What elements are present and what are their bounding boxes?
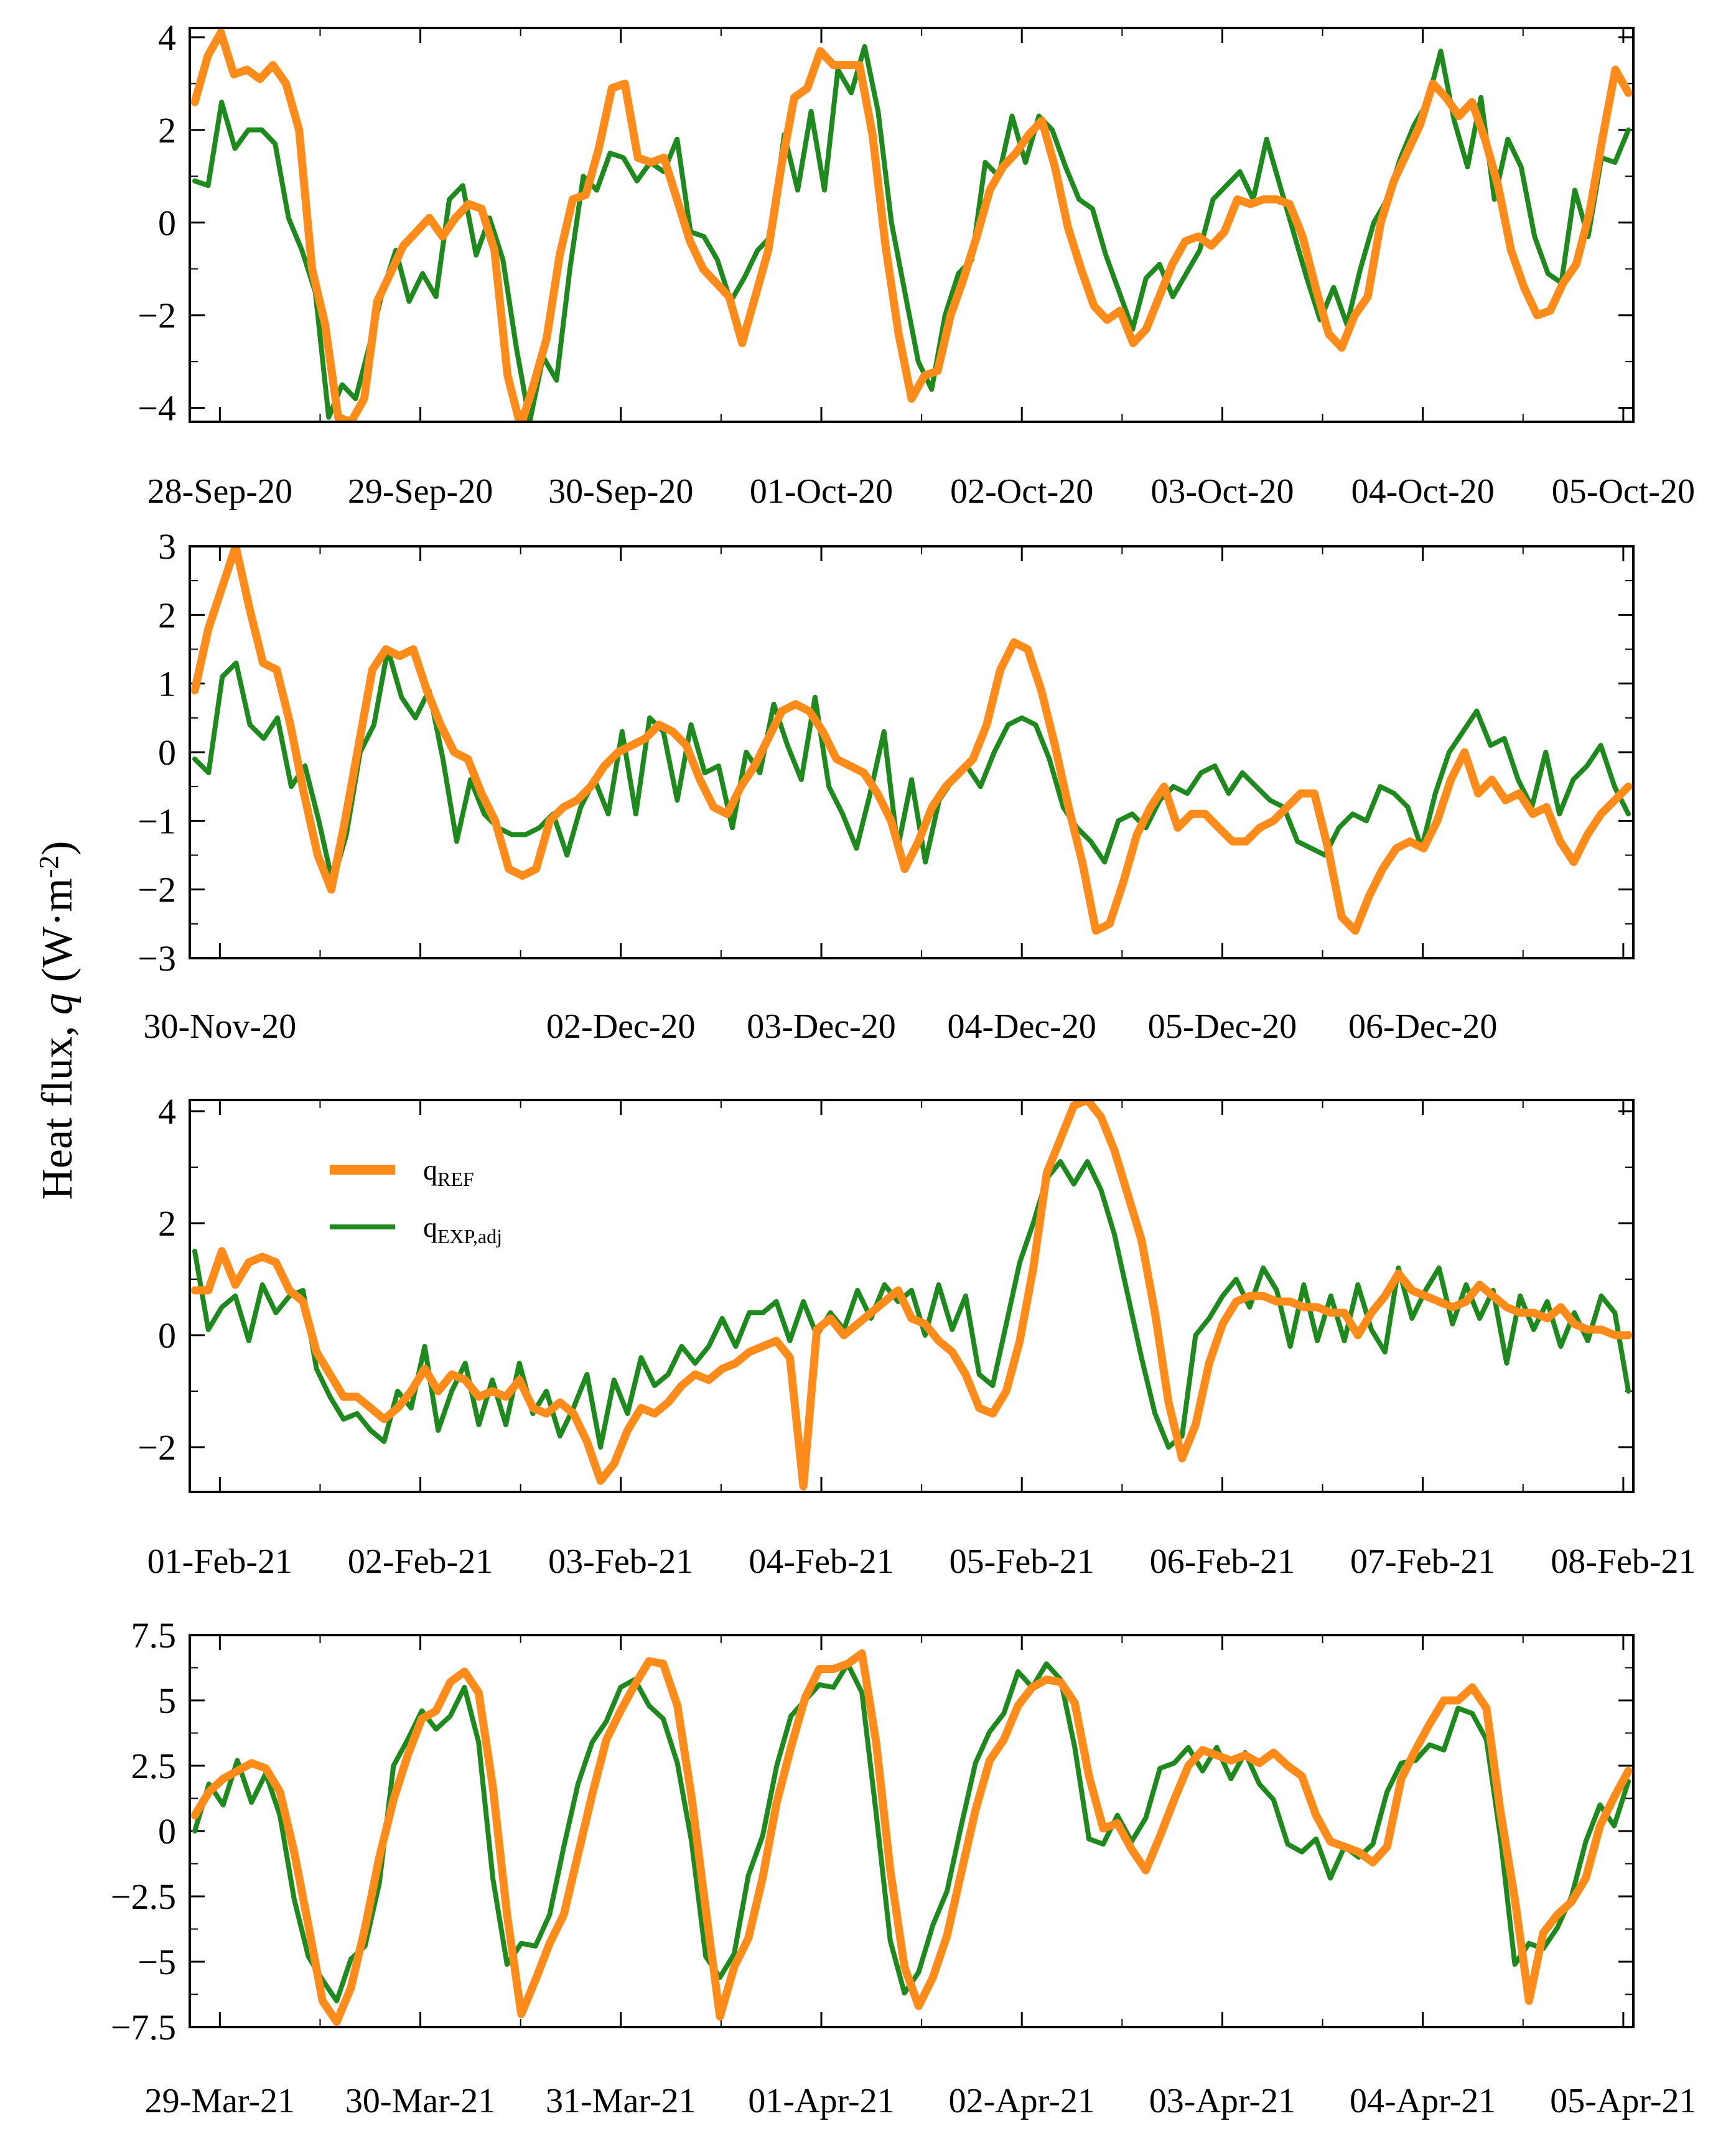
- y-tick-label: −1: [138, 801, 176, 841]
- y-tick-label: −5: [138, 1942, 176, 1982]
- x-date-label: 30-Mar-21: [345, 2082, 495, 2120]
- x-date-label: 05-Apr-21: [1550, 2082, 1696, 2120]
- y-axis-label-main: Heat flux,: [34, 1015, 82, 1200]
- x-date-label: 08-Feb-21: [1551, 1542, 1696, 1581]
- series-line-qref: [190, 28, 1633, 422]
- series-line-qref: [190, 1649, 1633, 2026]
- x-date-label: 03-Apr-21: [1149, 2082, 1295, 2120]
- legend-label-ref: qREF: [423, 1154, 474, 1190]
- y-tick-label: −2: [138, 870, 176, 910]
- plot-frame: [189, 1099, 1635, 1493]
- y-tick-label: 0: [158, 732, 176, 773]
- legend: qREF qEXP,adj: [330, 1154, 502, 1247]
- y-axis-label: Heat flux, q (W·m-2): [34, 841, 82, 1200]
- y-tick-label: −3: [138, 938, 176, 979]
- x-date-label: 02-Dec-20: [546, 1007, 695, 1046]
- x-date-label: 03-Feb-21: [548, 1542, 693, 1581]
- y-tick-label: 2: [158, 110, 176, 151]
- y-tick-label: 0: [158, 1315, 176, 1356]
- x-date-label: 06-Dec-20: [1348, 1007, 1497, 1046]
- x-date-label: 04-Feb-21: [749, 1542, 894, 1581]
- y-tick-label: 0: [158, 203, 176, 243]
- y-tick-label: −7.5: [111, 2007, 176, 2048]
- x-date-label: 02-Oct-20: [950, 472, 1093, 511]
- series-line-qref: [190, 546, 1633, 935]
- y-tick-label: 4: [158, 17, 176, 58]
- y-tick-label: 4: [158, 1091, 176, 1132]
- x-date-label: 04-Dec-20: [947, 1007, 1096, 1046]
- panel-mar-apr-2021: −7.5 −5 −2.5 0 2.5 5 7.5 29-Mar-21 30-Mar-21 31-M…: [111, 1615, 1697, 2120]
- y-tick-label: −2.5: [111, 1876, 176, 1917]
- legend-label-ref-base: q: [423, 1154, 437, 1186]
- y-axis-label-unit-exp: -2: [34, 855, 64, 879]
- plot-frame: [189, 545, 1635, 959]
- y-axis-label-unit-close: ): [34, 841, 82, 855]
- y-axis-label-unit-open: (W·m: [34, 878, 82, 993]
- y-tick-label: −4: [138, 388, 176, 429]
- x-date-label: 29-Sep-20: [348, 472, 493, 511]
- x-date-label: 31-Mar-21: [546, 2082, 696, 2120]
- y-tick-label: −2: [138, 1427, 176, 1468]
- y-tick-label: −2: [138, 296, 176, 336]
- x-date-label: 04-Oct-20: [1351, 472, 1495, 511]
- legend-label-exp: qEXP,adj: [423, 1211, 502, 1247]
- x-date-label: 02-Apr-21: [949, 2082, 1095, 2120]
- x-date-label: 06-Feb-21: [1150, 1542, 1295, 1581]
- legend-label-exp-sub: EXP,adj: [437, 1225, 502, 1247]
- x-date-label: 29-Mar-21: [145, 2082, 295, 2120]
- y-tick-label: 7.5: [131, 1615, 177, 1656]
- x-date-label: 01-Apr-21: [748, 2082, 894, 2120]
- y-tick-label: 0: [158, 1811, 176, 1852]
- x-date-label: 30-Nov-20: [143, 1007, 296, 1046]
- series-line-qref: [190, 1100, 1633, 1491]
- x-date-label: 03-Oct-20: [1150, 472, 1294, 511]
- y-tick-label: 2.5: [131, 1746, 177, 1786]
- series-line-qexp-adj: [192, 1159, 1631, 1450]
- x-date-label: 05-Feb-21: [950, 1542, 1094, 1581]
- panel-feb-2021: −2 0 2 4 01-Feb-21 02-Feb-21 03-Feb-21 04-Feb-2…: [138, 1091, 1696, 1581]
- y-axis-label-var: q: [34, 993, 82, 1015]
- x-date-label: 02-Feb-21: [348, 1542, 493, 1581]
- series-line-qexp-adj: [192, 1661, 1631, 2003]
- panel-sep-oct-2020: −4 −2 0 2 4 28-Sep-20 29-Sep-20 30-Sep-20 01-Oct…: [138, 17, 1695, 511]
- x-date-label: 01-Oct-20: [750, 472, 893, 511]
- x-date-label: 30-Sep-20: [548, 472, 693, 511]
- x-date-label: 03-Dec-20: [747, 1007, 895, 1046]
- x-date-label: 05-Oct-20: [1552, 472, 1695, 511]
- y-tick-label: 5: [158, 1680, 176, 1721]
- x-date-label: 05-Dec-20: [1148, 1007, 1297, 1046]
- panel-nov-dec-2020: −3 −2 −1 0 1 2 3 30-Nov-20 02-Dec-20 03-Dec-20 04-…: [138, 526, 1635, 1046]
- legend-label-ref-sub: REF: [437, 1168, 474, 1190]
- y-tick-label: 3: [158, 526, 176, 567]
- y-tick-label: 2: [158, 1203, 176, 1244]
- y-tick-label: 2: [158, 595, 176, 635]
- x-date-label: 01-Feb-21: [147, 1542, 292, 1581]
- x-date-label: 28-Sep-20: [147, 472, 292, 511]
- x-date-label: 07-Feb-21: [1350, 1542, 1495, 1581]
- plot-frame: [189, 27, 1635, 423]
- plot-frame: [189, 1634, 1635, 2028]
- legend-label-exp-base: q: [423, 1211, 437, 1243]
- x-date-label: 04-Apr-21: [1350, 2082, 1496, 2120]
- y-tick-label: 1: [158, 664, 176, 704]
